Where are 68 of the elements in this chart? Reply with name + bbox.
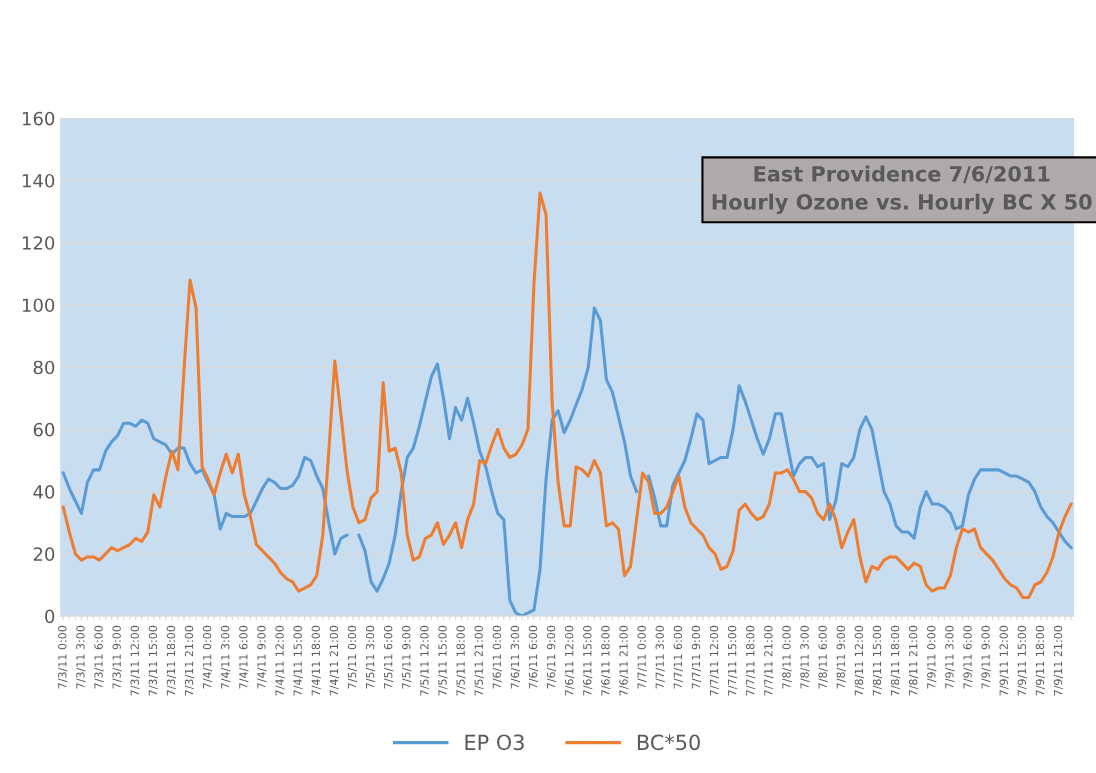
x-tick-label: 7/3/11 15:00 (148, 625, 158, 696)
x-tick-label: 7/7/11 6:00 (673, 625, 683, 689)
x-tick-label: 7/6/11 0:00 (492, 625, 502, 689)
x-tick-label: 7/5/11 21:00 (474, 625, 484, 696)
x-tick-label: 7/9/11 9:00 (981, 625, 991, 689)
x-tick-label: 7/4/11 15:00 (293, 625, 303, 696)
y-tick-label: 120 (22, 236, 55, 250)
x-tick-label: 7/5/11 6:00 (383, 625, 394, 689)
y-tick-label: 100 (22, 298, 55, 313)
x-tick-label: 7/9/11 0:00 (927, 625, 937, 689)
x-tick-label: 7/6/11 9:00 (546, 625, 557, 689)
x-tick-label: 7/3/11 6:00 (94, 625, 104, 689)
x-tick-label: 7/7/11 21:00 (764, 625, 774, 696)
x-tick-label: 7/4/11 0:00 (202, 625, 213, 689)
legend-label: BC*50 (637, 734, 700, 751)
x-tick-label: 7/4/11 6:00 (239, 625, 249, 689)
x-tick-label: 7/5/11 9:00 (402, 625, 412, 689)
x-tick-label: 7/6/11 12:00 (565, 625, 575, 696)
x-tick-label: 7/6/11 6:00 (528, 625, 539, 689)
y-tick-label: 140 (22, 173, 55, 188)
x-tick-label: 7/8/11 21:00 (908, 625, 919, 696)
x-tick-label: 7/7/11 0:00 (637, 625, 647, 689)
x-tick-label: 7/8/11 15:00 (872, 625, 883, 696)
x-tick-label: 7/4/11 9:00 (257, 625, 267, 689)
x-tick-label: 7/3/11 12:00 (130, 625, 140, 696)
x-tick-label: 7/9/11 18:00 (1035, 625, 1045, 696)
text: East Providence 7/6/2011 Hourly Ozone vs. Hourly BC X 50 (712, 165, 1092, 214)
y-tick-label: 40 (33, 485, 55, 499)
x-tick-label: 7/3/11 9:00 (112, 625, 122, 689)
x-tick-label: 7/9/11 3:00 (945, 625, 955, 689)
x-tick-label: 7/8/11 18:00 (890, 625, 901, 696)
x-tick-label: 7/6/11 21:00 (619, 625, 629, 696)
x-tick-label: 7/9/11 21:00 (1053, 625, 1064, 696)
x-tick-label: 7/7/11 15:00 (727, 625, 738, 696)
x-tick-label: 7/8/11 6:00 (818, 625, 828, 689)
x-tick-label: 7/4/11 12:00 (275, 625, 285, 696)
x-tick-label: 7/7/11 9:00 (691, 625, 702, 689)
x-tick-label: 7/6/11 15:00 (583, 625, 593, 696)
x-tick-label: 7/5/11 3:00 (365, 625, 376, 689)
x-tick-label: 7/4/11 3:00 (221, 625, 231, 689)
x-tick-label: 7/5/11 12:00 (420, 625, 430, 696)
x-tick-label: 7/8/11 0:00 (782, 625, 792, 689)
y-tick-label: 160 (22, 111, 55, 126)
x-tick-label: 7/8/11 12:00 (854, 625, 864, 696)
x-tick-label: 7/5/11 18:00 (456, 625, 466, 696)
x-tick-label: 7/4/11 18:00 (311, 625, 321, 696)
legend-label: EP O3 (465, 734, 524, 751)
x-tick-label: 7/6/11 3:00 (510, 625, 520, 689)
x-tick-label: 7/9/11 15:00 (1017, 625, 1027, 696)
y-tick-label: 80 (33, 360, 55, 375)
x-tick-label: 7/3/11 21:00 (184, 625, 195, 696)
x-tick-label: 7/5/11 15:00 (438, 625, 448, 696)
x-tick-label: 7/8/11 9:00 (836, 625, 846, 689)
x-tick-label: 7/7/11 12:00 (709, 625, 720, 696)
x-tick-label: 7/5/11 0:00 (347, 625, 358, 689)
y-tick-label: 0 (45, 609, 55, 624)
y-tick-label: 20 (33, 547, 55, 561)
x-tick-label: 7/7/11 18:00 (746, 625, 756, 696)
x-tick-label: 7/7/11 3:00 (655, 625, 665, 689)
x-tick-label: 7/6/11 18:00 (601, 625, 611, 696)
y-tick-label: 60 (33, 422, 55, 437)
x-tick-label: 7/9/11 12:00 (999, 625, 1009, 696)
x-tick-label: 7/9/11 6:00 (963, 625, 973, 689)
x-tick-label: 7/3/11 0:00 (58, 625, 68, 689)
x-tick-label: 7/3/11 3:00 (76, 625, 86, 689)
x-tick-label: 7/4/11 21:00 (329, 625, 339, 696)
x-tick-label: 7/3/11 18:00 (166, 625, 177, 696)
x-tick-label: 7/8/11 3:00 (800, 625, 810, 689)
